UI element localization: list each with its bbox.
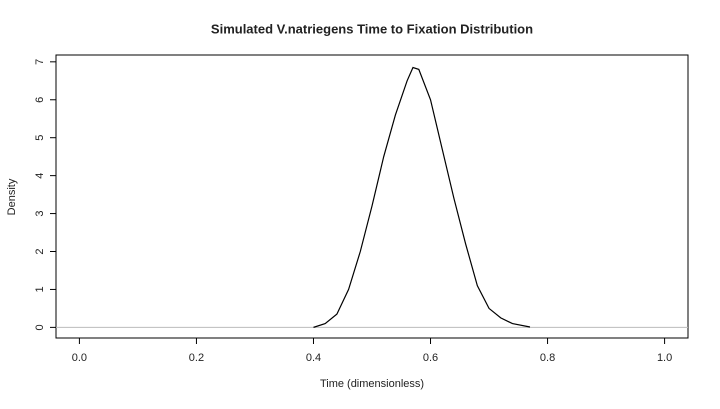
y-tick-label: 2 xyxy=(34,248,46,254)
y-tick-label: 1 xyxy=(34,286,46,292)
y-tick-label: 7 xyxy=(34,59,46,65)
x-tick-label: 0.0 xyxy=(72,352,87,364)
y-tick-label: 0 xyxy=(34,324,46,330)
y-axis-label: Density xyxy=(6,178,18,215)
x-tick-label: 0.2 xyxy=(189,352,204,364)
chart-title: Simulated V.natriegens Time to Fixation … xyxy=(211,21,533,36)
plot-frame xyxy=(55,54,689,339)
y-tick-label: 4 xyxy=(34,173,46,179)
density-line xyxy=(313,66,531,328)
x-tick-label: 1.0 xyxy=(657,352,672,364)
x-axis-label: Time (dimensionless) xyxy=(320,378,424,390)
x-tick-label: 0.4 xyxy=(306,352,321,364)
x-tick-label: 0.6 xyxy=(423,352,438,364)
y-tick-label: 6 xyxy=(34,97,46,103)
x-tick-label: 0.8 xyxy=(540,352,555,364)
y-tick-label: 5 xyxy=(34,135,46,141)
y-tick-label: 3 xyxy=(34,211,46,217)
